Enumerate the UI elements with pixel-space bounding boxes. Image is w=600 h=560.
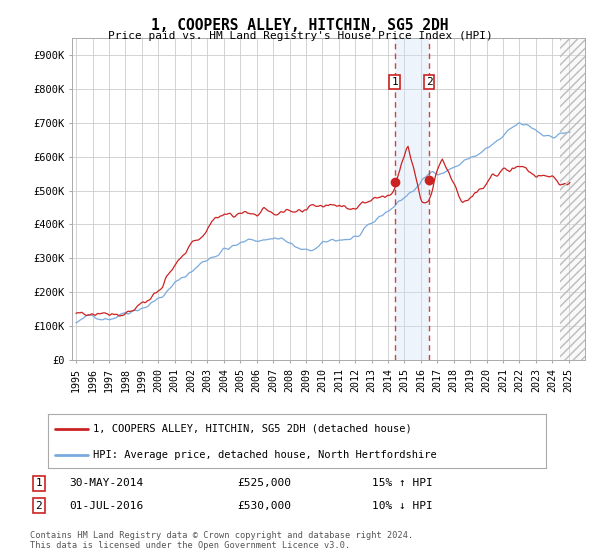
Text: 1: 1: [35, 478, 43, 488]
Text: Contains HM Land Registry data © Crown copyright and database right 2024.
This d: Contains HM Land Registry data © Crown c…: [30, 531, 413, 550]
Bar: [560, 38, 585, 360]
Text: £525,000: £525,000: [237, 478, 291, 488]
Text: 2: 2: [35, 501, 43, 511]
Text: 2: 2: [425, 77, 433, 87]
Text: 15% ↑ HPI: 15% ↑ HPI: [372, 478, 433, 488]
Text: 10% ↓ HPI: 10% ↓ HPI: [372, 501, 433, 511]
Text: 1, COOPERS ALLEY, HITCHIN, SG5 2DH (detached house): 1, COOPERS ALLEY, HITCHIN, SG5 2DH (deta…: [93, 424, 412, 434]
Text: 1, COOPERS ALLEY, HITCHIN, SG5 2DH: 1, COOPERS ALLEY, HITCHIN, SG5 2DH: [151, 18, 449, 33]
Text: £530,000: £530,000: [237, 501, 291, 511]
Bar: [395, 38, 429, 360]
Text: 1: 1: [391, 77, 398, 87]
Text: HPI: Average price, detached house, North Hertfordshire: HPI: Average price, detached house, Nort…: [93, 450, 437, 460]
Text: 01-JUL-2016: 01-JUL-2016: [69, 501, 143, 511]
Bar: [560, 38, 585, 360]
Text: Price paid vs. HM Land Registry's House Price Index (HPI): Price paid vs. HM Land Registry's House …: [107, 31, 493, 41]
Text: 30-MAY-2014: 30-MAY-2014: [69, 478, 143, 488]
